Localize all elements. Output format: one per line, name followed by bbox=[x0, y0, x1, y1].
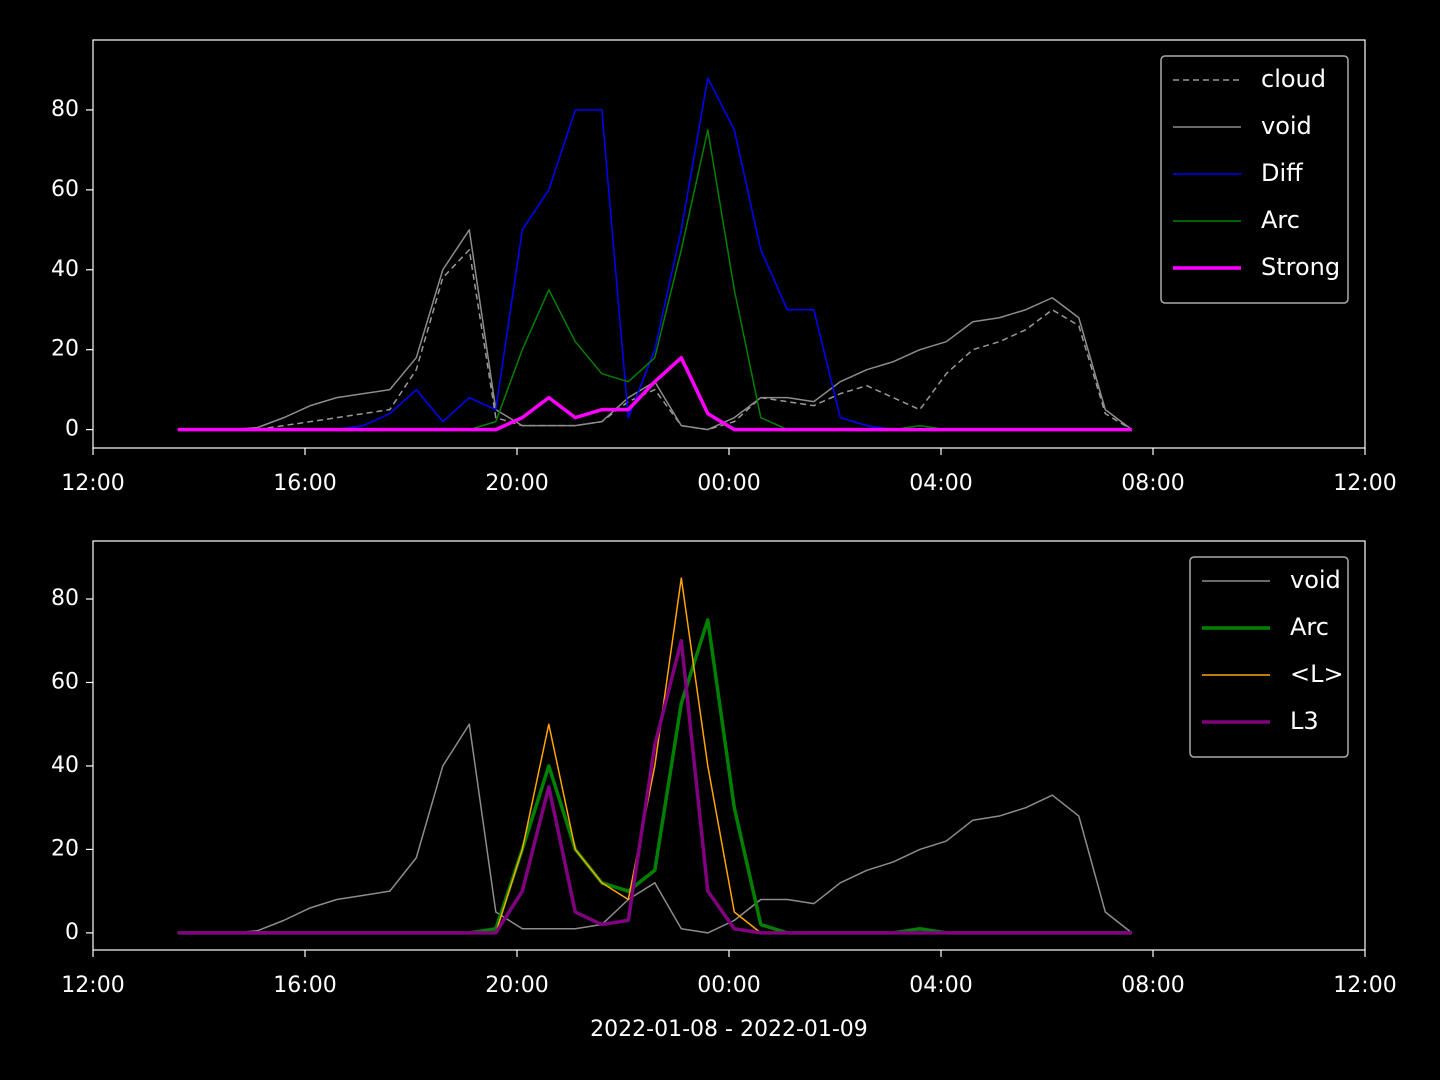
x-tick-label: 08:00 bbox=[1121, 973, 1184, 998]
x-tick-label: 08:00 bbox=[1121, 471, 1184, 496]
y-tick-label: 0 bbox=[65, 417, 79, 442]
x-tick-label: 04:00 bbox=[909, 973, 972, 998]
legend-label: Strong bbox=[1261, 253, 1340, 281]
data-line bbox=[177, 639, 1132, 935]
legend-box bbox=[1160, 55, 1349, 304]
legend: void Arc <L> L3 bbox=[1189, 556, 1349, 758]
plot-area bbox=[177, 577, 1133, 935]
x-tick-label: 12:00 bbox=[1333, 973, 1396, 998]
x-tick-label: 16:00 bbox=[273, 471, 336, 496]
legend-label: void bbox=[1290, 566, 1341, 594]
y-tick-label: 20 bbox=[51, 836, 79, 861]
x-tick-label: 04:00 bbox=[909, 471, 972, 496]
legend-box bbox=[1189, 556, 1349, 758]
legend-label: <L> bbox=[1290, 660, 1344, 688]
x-tick-label: 00:00 bbox=[697, 973, 760, 998]
x-tick-label: 20:00 bbox=[485, 973, 548, 998]
legend-label: cloud bbox=[1261, 65, 1326, 93]
y-tick-label: 80 bbox=[51, 97, 79, 122]
x-tick-label: 20:00 bbox=[485, 471, 548, 496]
legend-label: void bbox=[1261, 112, 1312, 140]
legend-label: L3 bbox=[1290, 707, 1319, 735]
x-tick-label: 16:00 bbox=[273, 973, 336, 998]
data-line bbox=[177, 618, 1132, 935]
y-tick-label: 20 bbox=[51, 337, 79, 362]
y-tick-label: 80 bbox=[51, 586, 79, 611]
x-tick-label: 00:00 bbox=[697, 471, 760, 496]
legend-label: Arc bbox=[1290, 613, 1329, 641]
data-line bbox=[177, 229, 1133, 431]
axes-frame bbox=[92, 540, 1366, 951]
data-line bbox=[177, 355, 1132, 432]
x-axis-label: 2022-01-08 - 2022-01-09 bbox=[590, 1017, 868, 1042]
x-tick-label: 12:00 bbox=[61, 973, 124, 998]
legend: cloud void Diff Arc Strong bbox=[1160, 55, 1349, 304]
data-line bbox=[177, 77, 1132, 431]
y-tick-label: 0 bbox=[65, 920, 79, 945]
legend-label: Diff bbox=[1261, 159, 1303, 187]
y-tick-label: 60 bbox=[51, 669, 79, 694]
x-tick-label: 12:00 bbox=[61, 471, 124, 496]
y-tick-label: 40 bbox=[51, 753, 79, 778]
data-line bbox=[177, 129, 1132, 431]
y-tick-label: 40 bbox=[51, 257, 79, 282]
x-tick-label: 12:00 bbox=[1333, 471, 1396, 496]
legend-label: Arc bbox=[1261, 206, 1300, 234]
plot-area bbox=[177, 77, 1133, 432]
data-line bbox=[177, 723, 1133, 934]
y-tick-label: 60 bbox=[51, 177, 79, 202]
data-line bbox=[177, 249, 1133, 431]
